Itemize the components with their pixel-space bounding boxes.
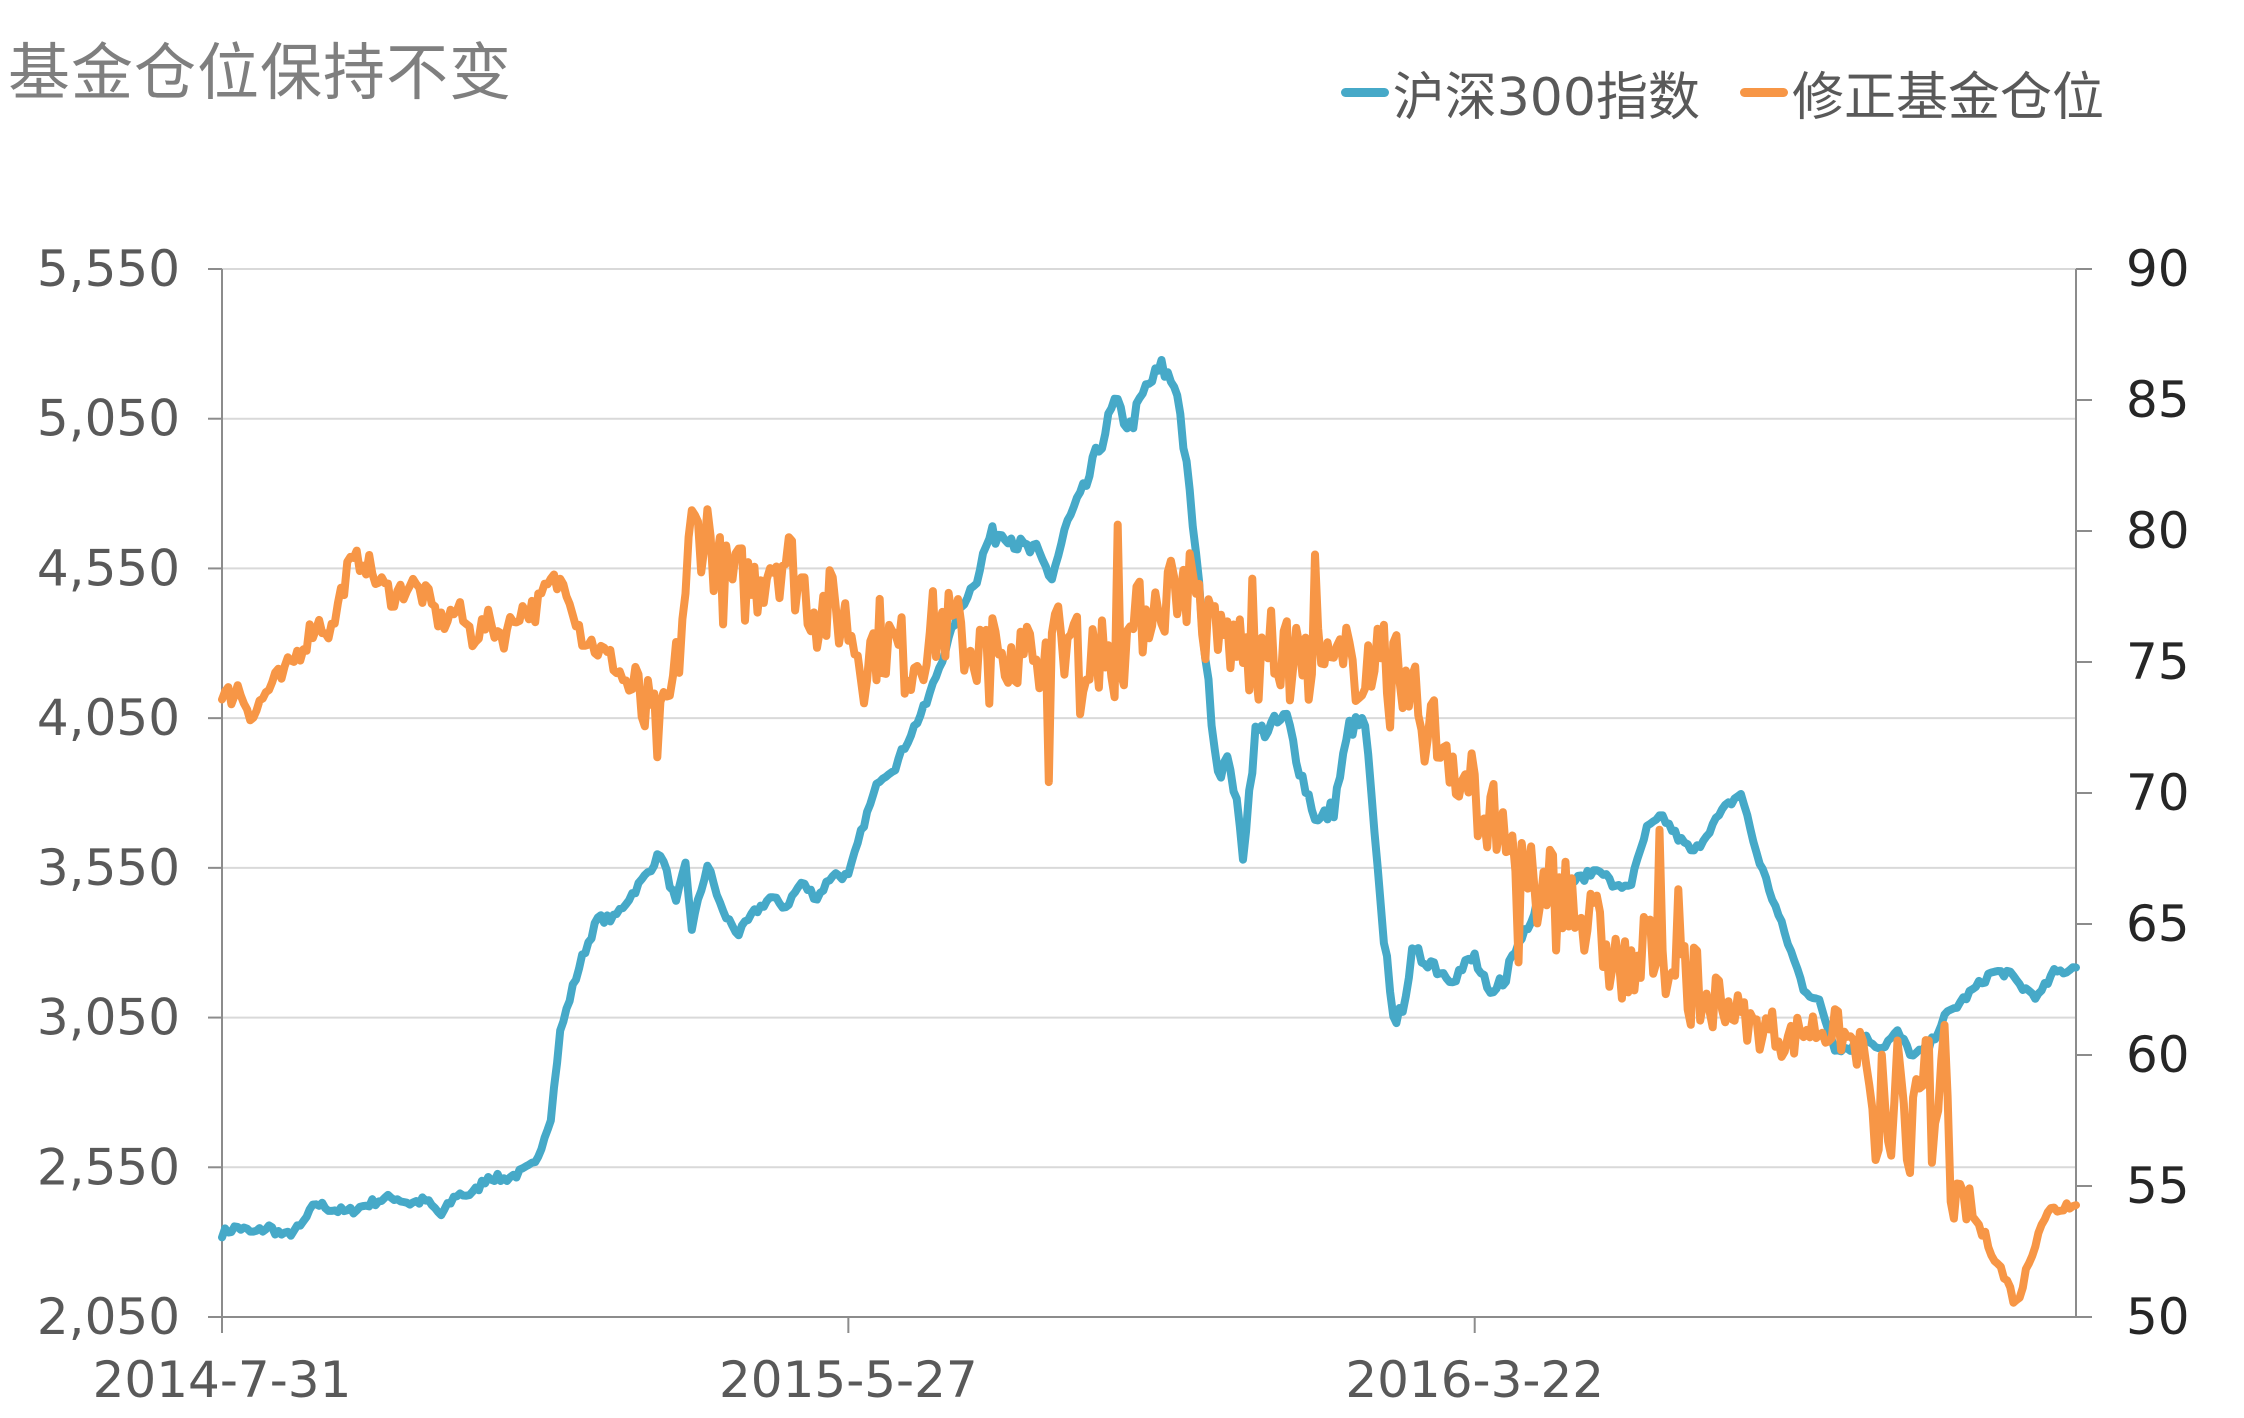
left-tick-label: 4,050 — [37, 689, 180, 747]
left-tick-label: 3,550 — [37, 839, 180, 897]
tick-labels: 2,050 2,550 3,050 3,550 4,050 4,550 5,050 5,550… — [37, 240, 2190, 1409]
right-tick-label: 65 — [2126, 895, 2190, 953]
right-tick-label: 75 — [2126, 633, 2190, 691]
legend-swatch-index — [1340, 88, 1389, 97]
axes — [208, 268, 2092, 1333]
right-tick-label: 85 — [2126, 371, 2190, 429]
left-tick-label: 5,050 — [37, 390, 180, 448]
series-lines — [218, 356, 2080, 1307]
legend-swatch-position — [1739, 88, 1788, 97]
left-tick-label: 2,050 — [37, 1288, 180, 1346]
legend-item-position: 修正基金仓位 — [1739, 55, 2104, 130]
series-line-index — [218, 356, 2080, 1242]
right-tick-label: 50 — [2126, 1288, 2190, 1346]
chart-title: 基金仓位保持不变 — [8, 36, 513, 109]
x-tick-label: 2014-7-31 — [93, 1351, 352, 1409]
legend-item-index: 沪深300指数 — [1340, 55, 1700, 130]
legend-label-index: 沪深300指数 — [1392, 68, 1700, 128]
chart-legend: 沪深300指数 修正基金仓位 — [1340, 55, 2104, 130]
x-tick-label: 2016-3-22 — [1345, 1351, 1604, 1409]
right-tick-label: 90 — [2126, 240, 2190, 298]
left-tick-label: 5,550 — [37, 240, 180, 298]
left-tick-label: 2,550 — [37, 1138, 180, 1196]
legend-label-position: 修正基金仓位 — [1791, 68, 2104, 128]
x-tick-label: 2015-5-27 — [719, 1351, 978, 1409]
right-tick-label: 80 — [2126, 502, 2190, 560]
right-tick-label: 70 — [2126, 764, 2190, 822]
left-tick-label: 4,550 — [37, 539, 180, 597]
right-tick-label: 60 — [2126, 1026, 2190, 1084]
left-tick-label: 3,050 — [37, 989, 180, 1047]
right-tick-label: 55 — [2126, 1157, 2190, 1215]
series-line-position — [218, 505, 2080, 1307]
